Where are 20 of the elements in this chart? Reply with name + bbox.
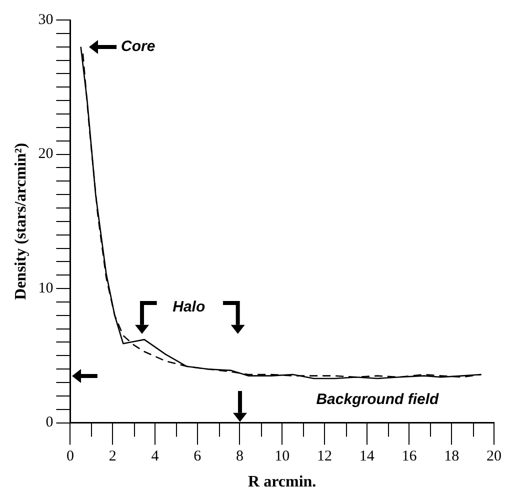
x-tick-label: 6 xyxy=(194,448,202,465)
x-tick-label: 0 xyxy=(66,448,74,465)
x-tick-label: 14 xyxy=(359,448,375,465)
annotation: Core xyxy=(121,38,156,55)
x-tick-label: 10 xyxy=(274,448,290,465)
y-tick-label: 20 xyxy=(38,146,54,162)
y-tick-label: 30 xyxy=(38,12,54,28)
x-tick-label: 20 xyxy=(486,448,502,465)
x-tick-label: 2 xyxy=(108,448,116,465)
y-axis-title: Density (stars/arcmin²) xyxy=(12,142,30,300)
annotation: Background field xyxy=(316,391,440,408)
y-tick-label: 0 xyxy=(46,414,54,431)
x-tick-label: 12 xyxy=(316,448,332,465)
x-tick-label: 4 xyxy=(151,448,160,465)
x-axis-title: R arcmin. xyxy=(248,474,316,491)
y-tick-label: 10 xyxy=(38,280,54,296)
x-tick-label: 18 xyxy=(444,448,460,465)
x-tick-label: 16 xyxy=(402,448,418,465)
x-tick-label: 8 xyxy=(236,448,244,465)
annotation: Halo xyxy=(172,298,206,316)
